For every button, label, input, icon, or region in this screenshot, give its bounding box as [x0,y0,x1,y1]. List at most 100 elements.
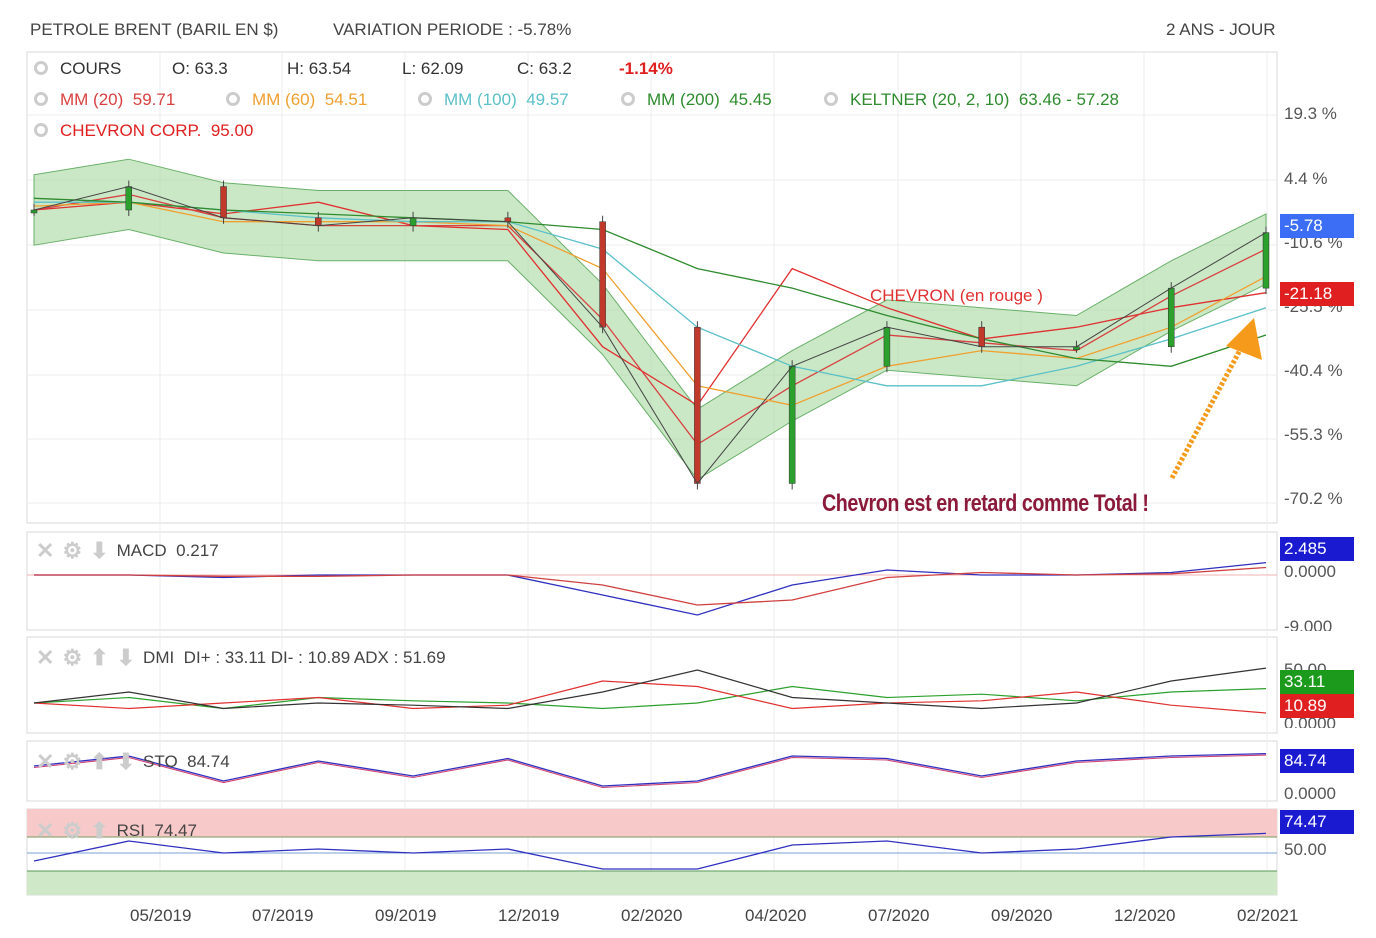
legend-mm20-label: MM (20) [60,90,124,109]
gear-icon[interactable] [824,92,838,106]
x-tick-label: 07/2020 [868,906,930,925]
candle [883,326,891,367]
macd-min-label: -9.000 [1284,617,1333,631]
x-tick-label: 02/2020 [621,906,683,925]
legend-high: H: 63.54 [287,59,352,78]
dim-value-badge: 10.89 [1280,694,1354,718]
candle [599,221,606,328]
gear-icon[interactable]: ⚙ [62,818,83,843]
arrow-up-icon[interactable]: ⬆ [90,645,109,670]
gear-icon[interactable] [226,92,240,106]
y-tick-label: -55.3 % [1284,425,1343,444]
rsi-label: RSI [116,821,145,840]
series-mm-60- [33,201,1267,406]
macd-signal-line [34,566,1267,606]
period-variation: VARIATION PERIODE : -5.78% [333,20,572,39]
x-tick-label: 07/2019 [252,906,314,925]
dmi-legend: ✕ ⚙ ⬆ ⬇ DMI DI+ : 33.11 DI- : 10.89 ADX : 51… [36,645,446,671]
panel-frame-sto [26,740,1278,802]
note-annotation: Chevron est en retard comme Total ! [822,490,1149,517]
sto-label: STO [143,752,178,771]
legend-mm200[interactable]: MM (200) 45.45 [621,90,772,110]
arrow-head [1226,318,1262,360]
gear-icon[interactable] [34,123,48,137]
legend-close: C: 63.2 [517,59,572,78]
x-tick-label: 12/2019 [498,906,560,925]
gear-icon[interactable] [34,92,48,106]
legend-mm60[interactable]: MM (60) 54.51 [226,90,367,110]
candle [1262,232,1270,289]
dmi-label: DMI [143,648,175,667]
candle [1167,287,1175,347]
sto-value-badge: 84.74 [1280,749,1354,773]
sto-zero-label: 0.0000 [1284,784,1336,803]
dmi-minus-line [33,680,1267,714]
sto-k-line [33,752,1267,787]
rsi-value: 74.47 [154,821,197,840]
close-icon[interactable]: ✕ [36,749,55,774]
chevron-value-badge: -21.18 [1280,282,1354,306]
chevron-annotation: CHEVRON (en rouge ) [870,286,1043,305]
arrow-up-icon[interactable]: ⬆ [90,818,109,843]
rsi-mid-label: 50.00 [1284,840,1327,859]
legend-chevron-label: CHEVRON CORP. [60,121,202,140]
candle [409,217,417,226]
legend-mm20[interactable]: MM (20) 59.71 [34,90,175,110]
x-tick-label: 09/2019 [375,906,437,925]
legend-mm200-label: MM (200) [647,90,720,109]
gear-icon[interactable]: ⚙ [62,538,83,563]
arrow-down-icon[interactable]: ⬇ [90,538,109,563]
gear-icon[interactable] [34,61,48,75]
brent-value-badge: -5.78 [1280,214,1354,238]
gear-icon[interactable]: ⚙ [62,749,83,774]
gear-icon[interactable]: ⚙ [62,645,83,670]
x-tick-label: 09/2020 [991,906,1053,925]
y-tick-label: -70.2 % [1284,489,1343,508]
macd-label: MACD [116,541,167,560]
close-icon[interactable]: ✕ [36,818,55,843]
sto-legend: ✕ ⚙ ⬆ ⬇ STO 84.74 [36,749,230,775]
legend-keltner-value: 63.46 - 57.28 [1018,90,1120,109]
close-icon[interactable]: ✕ [36,645,55,670]
x-tick-label: 12/2020 [1114,906,1176,925]
legend-mm20-value: 59.71 [132,90,176,109]
gear-icon[interactable] [418,92,432,106]
period-range[interactable]: 2 ANS - JOUR [1166,20,1276,39]
series-cours [33,186,1267,485]
rsi-overbought-band [27,809,1277,837]
x-tick-label: 05/2019 [130,906,192,925]
sto-value: 84.74 [187,752,230,771]
legend-cours[interactable]: COURS [34,59,121,79]
rsi-value-badge: 74.47 [1280,810,1354,834]
arrow-shaft [1169,348,1243,480]
legend-chevron[interactable]: CHEVRON CORP. 95.00 [34,121,253,141]
panel-frame-macd [26,531,1278,631]
arrow-up-icon[interactable]: ⬆ [90,749,109,774]
candle [694,326,701,484]
macd-legend: ✕ ⚙ ⬇ MACD 0.217 [36,538,219,564]
legend-mm200-value: 45.45 [729,90,772,109]
panel-frame-dmi [26,636,1278,734]
series-mm-200- [33,197,1267,367]
adx-line [33,667,1267,710]
arrow-down-icon[interactable]: ⬇ [116,645,136,670]
rsi-legend: ✕ ⚙ ⬆ RSI 74.47 [36,818,197,844]
legend-keltner[interactable]: KELTNER (20, 2, 10) 63.46 - 57.28 [824,90,1119,110]
arrow-down-icon[interactable]: ⬇ [116,749,136,774]
legend-chevron-value: 95.00 [210,121,254,140]
y-tick-label: 19.3 % [1284,104,1337,123]
legend-cours-label: COURS [60,59,122,78]
legend-change: -1.14% [619,59,673,78]
gear-icon[interactable] [621,92,635,106]
legend-mm100[interactable]: MM (100) 49.57 [418,90,569,110]
keltner-band [33,158,1267,481]
close-icon[interactable]: ✕ [36,538,55,563]
legend-mm100-value: 49.57 [526,90,569,109]
macd-value: 0.217 [176,541,219,560]
dmi-plus-line [33,685,1267,710]
candle [125,186,133,211]
legend-open: O: 63.3 [172,59,228,78]
dip-value-badge: 33.11 [1280,670,1354,694]
macd-line [34,561,1267,616]
candle [220,186,227,219]
